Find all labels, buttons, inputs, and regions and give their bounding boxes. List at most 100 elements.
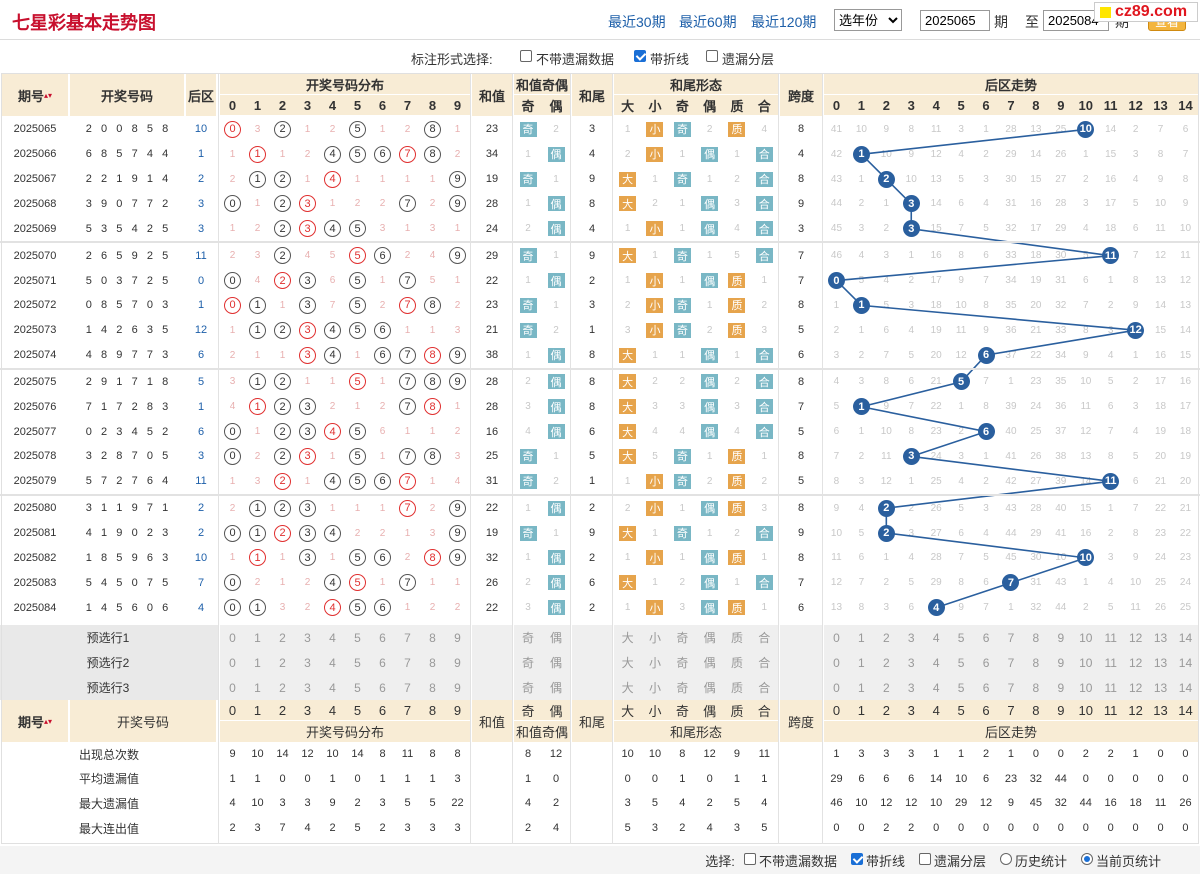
trend-col-10: 10 [1073,95,1099,115]
shape-cell: 1 [669,545,696,570]
dist-ball: 7 [399,499,416,517]
recent-120-link[interactable]: 最近120期 [751,14,817,30]
to-period-input[interactable] [1043,10,1109,31]
sum-oe-cell: 1 [542,243,570,268]
shape-cell: 合 [751,192,778,217]
span-cell: 3 [797,222,805,235]
trend-cell: 17 [1148,370,1173,395]
shape-col-0: 大 [614,95,642,115]
dist-digit-3: 3 [295,95,320,115]
shape-tag: 小 [646,600,664,616]
shape-tag: 偶 [701,374,719,390]
bottom-option-label[interactable]: 历史统计 [1015,853,1068,869]
omit-value: 3 [652,401,658,413]
bottom-radio-4[interactable] [1081,853,1093,865]
page-title: 七星彩基本走势图 [12,13,156,33]
with-line-checkbox[interactable] [634,50,646,62]
dist-ball: 2 [274,472,291,490]
period-header[interactable]: 期号 ▴▾ [2,74,68,116]
dist-ball: 7 [399,195,416,213]
shape-header: 和尾形态 [614,74,778,94]
dist-cell: 3 [295,216,320,241]
dist-ball: 4 [324,524,341,542]
dist-ball: 4 [324,145,341,163]
span-cell: 9 [797,527,805,540]
bottom-option-label[interactable]: 遗漏分层 [934,853,987,869]
dist-cell: 5 [345,570,370,595]
recent-60-link[interactable]: 最近60期 [679,14,737,30]
from-period-input[interactable] [920,10,990,31]
dist-cell: 3 [295,444,320,469]
dist-cell: 8 [420,293,445,318]
bottom-checkbox-2[interactable] [919,853,931,865]
omit-value: 1 [354,349,361,361]
period-cell: 2025076 [13,400,57,413]
dist-cell: 2 [295,595,320,620]
sum-oe-cell: 1 [514,343,542,368]
dist-ball: 0 [224,195,241,213]
sort-icon[interactable]: ▴▾ [43,90,53,100]
omit-value: 1 [379,173,386,185]
omit-value: 1 [279,299,286,311]
dist-ball: 7 [399,145,416,163]
dist-digit-9: 9 [445,95,470,115]
dist-digit-6: 6 [370,95,395,115]
sum-oe-cell: 奇 [514,444,542,469]
dist-cell: 2 [345,521,370,546]
shape-tag: 小 [646,146,664,162]
trend-cell: 15 [1148,318,1173,343]
dist-cell: 1 [395,419,420,444]
bottom-checkbox-1[interactable] [851,853,863,865]
year-select[interactable]: 选年份 [834,9,902,31]
draw-cell: 7 1 7 2 8 3 [85,400,169,413]
bottom-checkbox-0[interactable] [744,853,756,865]
oe-tag: 偶 [547,600,565,616]
omit-layer-label[interactable]: 遗漏分层 [722,52,775,67]
bottom-option-label[interactable]: 当前页统计 [1096,853,1162,869]
no-omit-checkbox[interactable] [520,50,532,62]
dist-ball: 5 [349,247,366,265]
dist-cell: 4 [420,243,445,268]
tail-cell: 3 [588,123,596,136]
shape-cell: 1 [669,142,696,167]
omit-value: 4 [304,250,311,262]
dist-cell: 1 [245,167,270,192]
dist-cell: 1 [345,167,370,192]
no-omit-label[interactable]: 不带遗漏数据 [536,52,615,67]
with-line-label[interactable]: 带折线 [650,52,690,67]
dist-cell: 7 [395,343,420,368]
omit-value: 1 [525,552,531,564]
sum-oe-cell: 偶 [542,394,570,419]
dist-cell: 0 [220,595,245,620]
shape-cell: 1 [669,343,696,368]
omit-value: 1 [404,426,411,438]
shape-tag: 质 [728,500,746,516]
bottom-radio-3[interactable] [1000,853,1012,865]
omit-value: 1 [624,275,631,287]
bottom-option-label[interactable]: 不带遗漏数据 [759,853,838,869]
shape-cell: 质 [723,496,750,521]
sum-cell: 25 [485,450,499,463]
dist-cell: 6 [370,419,395,444]
column-divider [778,74,779,844]
trend-cell: 13 [1173,293,1198,318]
dist-ball: 5 [349,296,366,314]
trend-cell: 14 [1148,293,1173,318]
draw-header: 开奖号码 [70,74,184,116]
shape-cell: 大 [614,419,641,444]
sum-cell: 23 [485,299,499,312]
dist-cell: 1 [395,521,420,546]
omit-value: 3 [761,324,768,336]
shape-cell: 1 [669,216,696,241]
shape-cell: 大 [614,192,641,217]
omit-value: 1 [761,602,768,614]
shape-cell: 质 [723,268,750,293]
span-cell: 9 [797,197,805,210]
omit-value: 4 [761,123,768,135]
dist-ball: 3 [299,423,316,441]
recent-30-link[interactable]: 最近30期 [608,14,666,30]
bottom-option-label[interactable]: 带折线 [866,853,906,869]
omit-value: 5 [652,450,658,462]
omit-layer-checkbox[interactable] [706,50,718,62]
